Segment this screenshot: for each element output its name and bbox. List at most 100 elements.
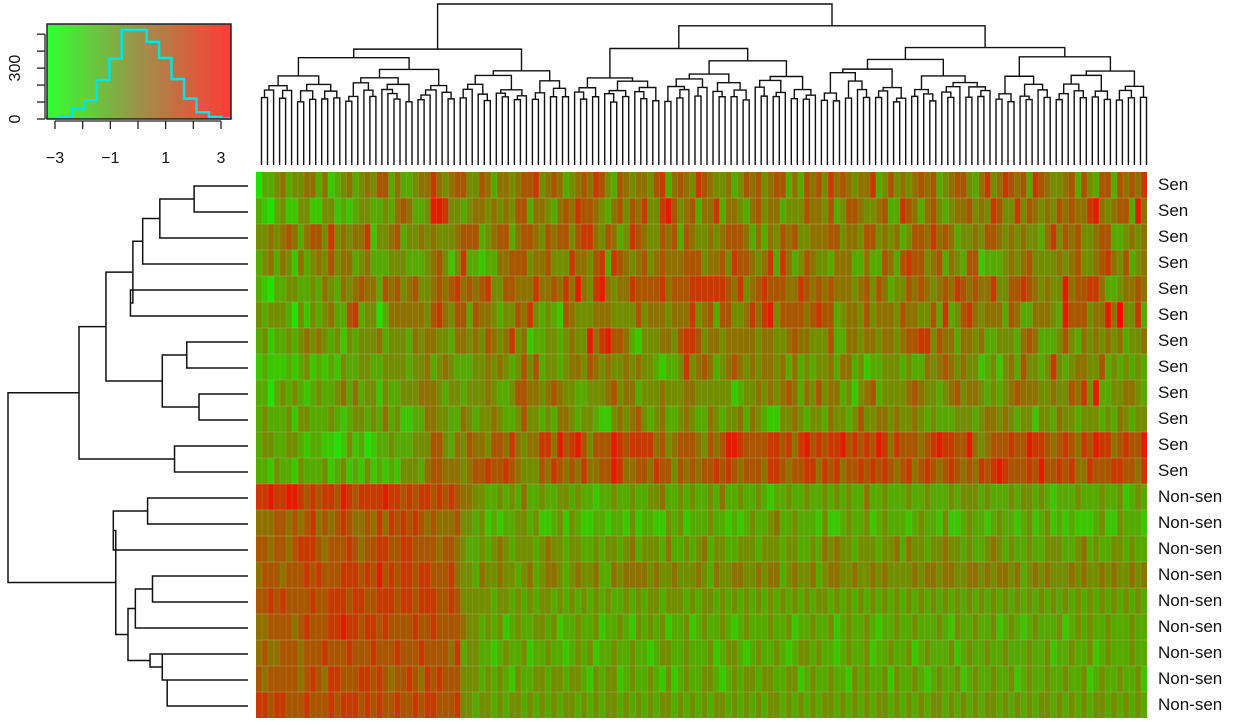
heatmap-cell — [936, 406, 943, 433]
y-tick-label: 0 — [7, 114, 24, 123]
heatmap-cell — [569, 224, 576, 251]
heatmap-cell — [785, 614, 793, 641]
heatmap-cell — [954, 692, 961, 718]
heatmap-cell — [280, 250, 287, 277]
heatmap-cell — [514, 510, 522, 537]
heatmap-cell — [520, 484, 528, 511]
heatmap-cell — [665, 198, 672, 225]
heatmap-cell — [725, 562, 732, 589]
heatmap-cell — [731, 276, 739, 303]
heatmap-cell — [563, 458, 570, 485]
heatmap-cell — [725, 328, 732, 355]
heatmap-cell — [316, 510, 323, 537]
heatmap-cell — [755, 640, 763, 667]
heatmap-cell — [352, 484, 359, 511]
heatmap-cell — [737, 224, 745, 251]
heatmap-cell — [436, 692, 444, 718]
heatmap-cell — [352, 458, 359, 485]
heatmap-cell — [328, 354, 335, 381]
heatmap-cell — [538, 406, 546, 433]
heatmap-cell — [821, 536, 829, 563]
heatmap-cell — [936, 250, 943, 277]
heatmap-cell — [701, 328, 708, 355]
heatmap-cell — [557, 692, 564, 718]
heatmap-cell — [274, 692, 281, 718]
heatmap-cell — [611, 380, 618, 407]
heatmap-cell — [996, 536, 1003, 563]
heatmap-cell — [876, 250, 883, 277]
heatmap-cell — [845, 536, 853, 563]
heatmap-cell — [1002, 276, 1009, 303]
heatmap-cell — [695, 640, 702, 667]
heatmap-cell — [785, 224, 793, 251]
heatmap-cell — [1026, 562, 1034, 589]
heatmap-cell — [430, 666, 438, 693]
heatmap-cell — [617, 224, 624, 251]
heatmap-cell — [821, 640, 829, 667]
heatmap-cell — [785, 458, 793, 485]
heatmap-cell — [298, 640, 305, 667]
heatmap-cell — [280, 458, 287, 485]
heatmap-cell — [1062, 562, 1070, 589]
heatmap-cell — [882, 406, 889, 433]
heatmap-cell — [773, 198, 781, 225]
heatmap-cell — [864, 484, 871, 511]
heatmap-cell — [448, 354, 456, 381]
heatmap-cell — [442, 172, 450, 199]
heatmap-cell — [707, 172, 714, 199]
heatmap-cell — [972, 380, 979, 407]
heatmap-cell — [442, 510, 450, 537]
heatmap-cell — [864, 640, 871, 667]
heatmap-cell — [978, 614, 985, 641]
heatmap-cell — [803, 302, 811, 329]
heatmap-cell — [659, 562, 666, 589]
heatmap-cell — [641, 432, 648, 459]
heatmap-cell — [1002, 432, 1009, 459]
heatmap-cell — [412, 536, 419, 563]
heatmap-cell — [274, 224, 281, 251]
heatmap-cell — [918, 588, 925, 615]
heatmap-cell — [334, 562, 341, 589]
heatmap-cell — [316, 588, 323, 615]
heatmap-cell — [719, 198, 726, 225]
heatmap-cell — [731, 172, 739, 199]
heatmap-cell — [418, 380, 425, 407]
heatmap-cell — [954, 380, 961, 407]
heatmap-cell — [544, 276, 552, 303]
heatmap-cell — [550, 198, 558, 225]
heatmap-cell — [725, 458, 732, 485]
heatmap-cell — [1056, 406, 1064, 433]
heatmap-cell — [665, 666, 672, 693]
heatmap-cell — [1062, 354, 1070, 381]
heatmap-cell — [888, 328, 895, 355]
heatmap-cell — [695, 302, 702, 329]
heatmap-cell — [382, 172, 389, 199]
heatmap-cell — [430, 172, 438, 199]
heatmap-cell — [484, 172, 492, 199]
heatmap-cell — [1080, 432, 1088, 459]
heatmap-cell — [490, 432, 498, 459]
row-label: Sen — [1158, 253, 1189, 272]
heatmap-cell — [1074, 198, 1082, 225]
color-key-band — [208, 24, 222, 119]
heatmap-cell — [358, 484, 365, 511]
heatmap-cell — [605, 536, 612, 563]
heatmap-cell — [538, 250, 546, 277]
heatmap-cell — [906, 198, 913, 225]
heatmap-cell — [743, 562, 751, 589]
heatmap-cell — [1056, 666, 1064, 693]
heatmap-cell — [617, 328, 624, 355]
heatmap-cell — [864, 250, 871, 277]
heatmap-cell — [322, 640, 329, 667]
heatmap-cell — [978, 458, 985, 485]
heatmap-cell — [376, 354, 383, 381]
heatmap-cell — [882, 328, 889, 355]
heatmap-cell — [809, 536, 817, 563]
heatmap-cell — [1116, 224, 1124, 251]
heatmap-cell — [1140, 276, 1147, 303]
heatmap-cell — [990, 380, 997, 407]
heatmap-cell — [430, 432, 438, 459]
heatmap-cell — [1050, 692, 1058, 718]
heatmap-cell — [797, 380, 805, 407]
heatmap-cell — [1122, 692, 1130, 718]
